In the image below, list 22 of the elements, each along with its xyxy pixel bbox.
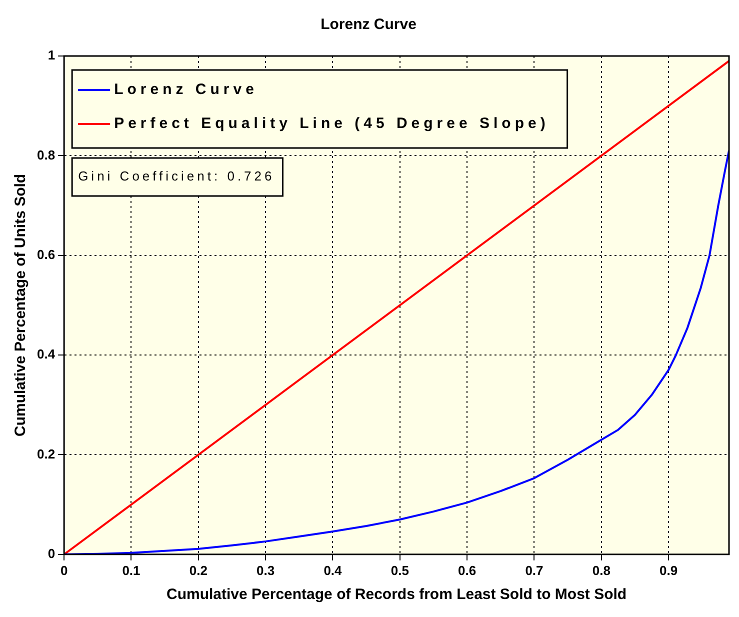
y-tick-label: 0 (48, 546, 56, 561)
y-axis-title: Cumulative Percentage of Units Sold (12, 174, 30, 436)
x-tick-label: 0.2 (189, 562, 208, 578)
x-tick-label: 0.7 (525, 562, 544, 578)
y-tick-label: 0.2 (36, 446, 56, 462)
x-tick-label: 0.3 (256, 562, 275, 578)
y-tick-label: 1 (48, 48, 56, 63)
annotation: Gini Coefficient: 0.726 (78, 168, 275, 184)
y-tick-label: 0.8 (36, 147, 56, 162)
x-tick-label: 0.8 (592, 562, 610, 578)
y-tick-label: 0.6 (36, 246, 56, 262)
y-tick-label: 0.4 (36, 346, 56, 362)
x-tick-label: 0 (60, 562, 68, 578)
chart-title: Lorenz Curve (320, 16, 416, 34)
x-tick-label: 0.6 (458, 562, 476, 578)
x-tick-label: 0.9 (660, 562, 678, 578)
legend-label: Lorenz Curve (114, 81, 258, 98)
legend-label: Perfect Equality Line (45 Degree Slope) (114, 115, 550, 132)
x-axis-title: Cumulative Percentage of Records from Least Sold to Most Sold (166, 586, 627, 604)
x-tick-label: 0.1 (122, 562, 140, 578)
x-tick-label: 0.5 (390, 562, 409, 578)
x-tick-label: 0.4 (324, 562, 343, 578)
